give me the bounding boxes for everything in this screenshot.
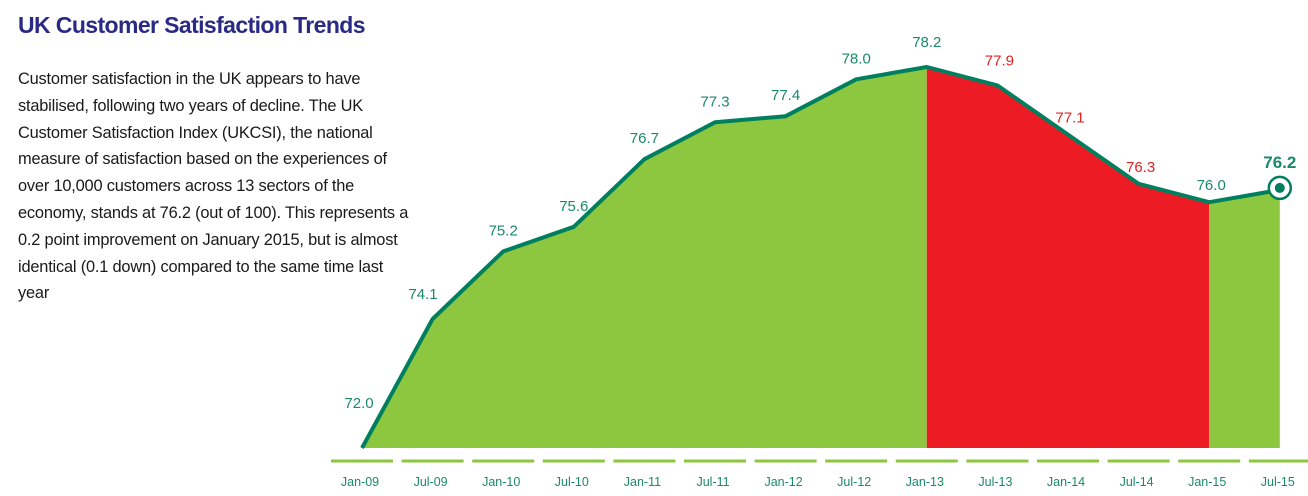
x-tick-label: Jul-11 [696, 475, 729, 489]
x-tick-label: Jan-13 [906, 475, 944, 489]
x-tick-label: Jan-09 [341, 475, 379, 489]
data-label: 77.9 [985, 52, 1014, 69]
data-label: 72.0 [344, 395, 373, 412]
data-label: 76.3 [1126, 159, 1155, 176]
data-label: 77.4 [771, 87, 800, 104]
x-tick-label: Jul-13 [978, 475, 1012, 489]
x-tick-label: Jul-14 [1120, 475, 1154, 489]
x-tick-label: Jul-09 [414, 475, 448, 489]
data-label: 75.6 [559, 198, 588, 215]
x-tick-label: Jan-12 [764, 475, 802, 489]
chart-title: UK Customer Satisfaction Trends [18, 12, 366, 38]
data-label: 76.2 [1263, 153, 1296, 172]
data-label: 76.0 [1197, 177, 1226, 194]
data-label: 74.1 [408, 286, 437, 303]
data-label: 77.1 [1055, 110, 1084, 127]
x-tick-label: Jul-10 [555, 475, 589, 489]
area-fill-recovery [1209, 189, 1280, 448]
data-label: 75.2 [489, 222, 518, 239]
series-line [360, 65, 1281, 449]
data-label: 76.7 [630, 130, 659, 147]
x-tick-label: Jul-12 [837, 475, 871, 489]
area-fill-decline [926, 67, 1210, 448]
data-label: 77.3 [700, 93, 729, 110]
data-label: 78.0 [842, 50, 871, 67]
x-tick-label: Jan-14 [1047, 475, 1085, 489]
x-tick-label: Jan-10 [482, 475, 520, 489]
area-fill-rise [362, 67, 927, 448]
highlight-marker-dot [1274, 182, 1285, 193]
chart-description: Customer satisfaction in the UK appears … [18, 70, 409, 303]
x-tick-label: Jan-15 [1188, 475, 1226, 489]
x-tick-label: Jul-15 [1261, 475, 1295, 489]
data-label: 78.2 [912, 34, 941, 51]
x-tick-label: Jan-11 [624, 475, 661, 489]
